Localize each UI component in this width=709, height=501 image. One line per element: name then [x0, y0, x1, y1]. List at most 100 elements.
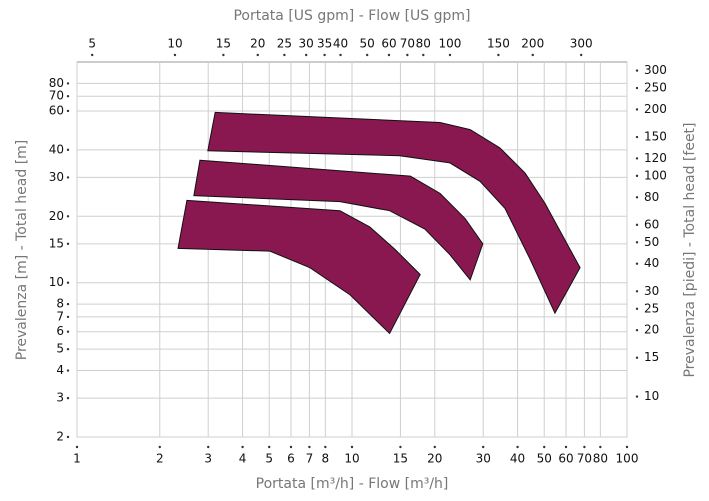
y2-tick-mark: [635, 262, 639, 265]
x-tick-mark: [583, 445, 586, 449]
x-tick-label: 80: [593, 452, 608, 466]
y2-tick-label: 120: [644, 151, 667, 165]
x-tick-mark: [599, 445, 602, 449]
y2-tick-mark: [635, 157, 639, 160]
x-tick-label: 50: [537, 452, 552, 466]
y2-tick-label: 60: [644, 217, 659, 231]
x2-tick-mark: [90, 53, 94, 57]
y2-tick-mark: [635, 69, 639, 72]
x2-tick-label: 10: [167, 37, 182, 51]
x-tick-label: 40: [510, 452, 525, 466]
x-tick-label: 4: [239, 452, 247, 466]
x2-tick-label: 70: [400, 37, 415, 51]
y2-axis-title: Prevalenza [piedi] - Total head [feet]: [682, 122, 698, 377]
x-tick-label: 60: [558, 452, 573, 466]
x-tick-label: 2: [156, 452, 164, 466]
y2-tick-mark: [635, 196, 639, 199]
x2-tick-label: 100: [439, 37, 462, 51]
y-tick-mark: [66, 347, 70, 351]
x-tick-label: 1: [73, 452, 81, 466]
x2-tick-mark: [222, 53, 225, 57]
x2-tick-label: 15: [216, 37, 231, 51]
y-tick-label: 40: [49, 142, 64, 156]
x-tick-label: 5: [265, 452, 273, 466]
y-tick-mark: [66, 109, 70, 113]
y2-tick-label: 20: [644, 323, 659, 337]
x2-tick-label: 40: [333, 37, 348, 51]
x2-tick-label: 30: [299, 37, 314, 51]
x2-tick-mark: [387, 53, 391, 57]
x2-tick-mark: [365, 53, 369, 57]
x2-tick-label: 35: [317, 37, 332, 51]
y2-tick-mark: [635, 241, 639, 244]
y2-tick-label: 80: [644, 190, 659, 204]
x2-tick-label: 5: [88, 37, 96, 51]
x-tick-label: 30: [476, 452, 491, 466]
y-tick-label: 7: [56, 309, 64, 323]
x-tick-mark: [625, 445, 629, 449]
x-tick-label: 10: [344, 452, 359, 466]
y-tick-mark: [66, 176, 70, 179]
y-tick-label: 70: [49, 89, 64, 103]
y-tick-label: 2: [56, 430, 64, 444]
x-tick-mark: [482, 445, 485, 449]
x-tick-mark: [207, 445, 210, 449]
x2-tick-mark: [173, 53, 177, 57]
x-tick-label: 3: [204, 452, 212, 466]
y-tick-mark: [66, 369, 70, 372]
x-tick-label: 15: [393, 452, 408, 466]
y-tick-mark: [66, 281, 70, 284]
y2-tick-mark: [635, 395, 639, 398]
y2-tick-mark: [635, 328, 639, 332]
x-tick-label: 100: [616, 452, 639, 466]
y2-tick-mark: [635, 223, 639, 227]
y-tick-mark: [66, 330, 70, 333]
x-tick-mark: [158, 445, 161, 449]
x-tick-label: 7: [306, 452, 314, 466]
x-tick-label: 6: [287, 452, 295, 466]
y2-tick-label: 30: [644, 284, 659, 298]
x-tick-label: 70: [577, 452, 592, 466]
x2-tick-mark: [304, 53, 308, 57]
y2-tick-mark: [635, 307, 639, 310]
x-tick-mark: [516, 445, 519, 449]
x2-tick-label: 50: [360, 37, 375, 51]
y-tick-mark: [66, 315, 70, 319]
y-tick-label: 20: [49, 209, 64, 223]
y2-tick-mark: [635, 108, 639, 111]
x2-tick-label: 80: [416, 37, 431, 51]
y2-tick-mark: [635, 174, 639, 178]
y2-tick-mark: [635, 290, 639, 293]
x2-tick-label: 20: [250, 37, 265, 51]
y2-tick-label: 15: [644, 350, 659, 364]
x2-tick-mark: [283, 53, 286, 57]
y-tick-mark: [66, 94, 70, 98]
y-tick-mark: [66, 435, 70, 439]
y-tick-label: 4: [56, 363, 64, 377]
y2-tick-label: 100: [644, 168, 667, 182]
y2-tick-label: 40: [644, 256, 659, 270]
y2-tick-label: 300: [644, 63, 667, 77]
y2-tick-mark: [635, 86, 639, 90]
y-tick-mark: [66, 82, 70, 85]
y-tick-label: 8: [56, 297, 64, 311]
y-tick-mark: [66, 242, 70, 246]
x2-tick-mark: [256, 53, 259, 57]
x2-tick-mark: [497, 53, 500, 57]
x2-tick-label: 200: [521, 37, 544, 51]
x-tick-mark: [289, 445, 293, 449]
x-tick-mark: [324, 445, 327, 449]
y2-tick-mark: [635, 356, 639, 359]
curve-band: [177, 199, 421, 335]
x-tick-mark: [543, 445, 546, 449]
top-axis-title: Portata [US gpm] - Flow [US gpm]: [233, 8, 470, 24]
x2-tick-mark: [579, 53, 583, 57]
x2-tick-mark: [448, 53, 452, 57]
x-tick-label: 8: [322, 452, 330, 466]
x2-tick-label: 25: [277, 37, 292, 51]
x2-tick-mark: [406, 53, 409, 57]
y2-tick-label: 250: [644, 81, 667, 95]
x2-tick-mark: [422, 53, 425, 57]
y2-tick-label: 10: [644, 389, 659, 403]
x-tick-mark: [308, 445, 311, 449]
